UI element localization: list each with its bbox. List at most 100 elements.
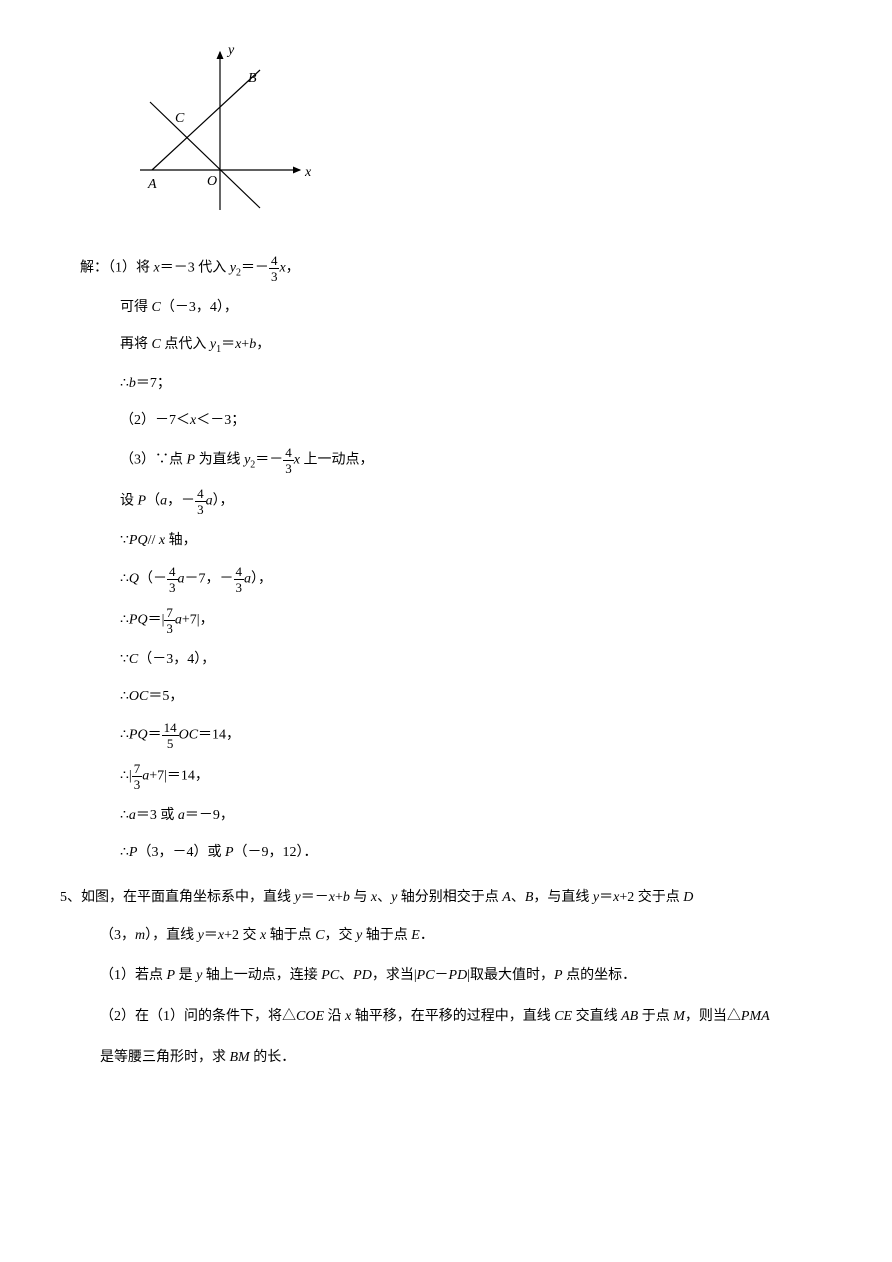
frac-4-3: 43 — [283, 446, 294, 475]
var-p: P — [138, 493, 147, 508]
var-a: a — [178, 571, 185, 586]
t: ＝ — [148, 728, 162, 743]
t: 轴， — [165, 533, 197, 548]
t: 轴于点 — [362, 928, 411, 943]
var-b: b — [343, 890, 350, 905]
var-PD: PD — [353, 968, 372, 983]
t: （1）若点 — [100, 968, 167, 983]
x-label: x — [304, 165, 312, 180]
t: 于点 — [638, 1009, 673, 1024]
var-BM: BM — [230, 1050, 250, 1065]
t: （－9，12）． — [234, 845, 318, 860]
solution-line-1: 解：（1）将 x＝－3 代入 y2＝－43x， — [80, 254, 832, 283]
problem-5: 5、如图，在平面直角坐标系中，直线 y＝－x+b 与 x、y 轴分别相交于点 A… — [60, 885, 832, 910]
var-pq: PQ — [129, 728, 148, 743]
t: 交直线 — [572, 1009, 621, 1024]
coordinate-graph: x y O A B C — [120, 40, 832, 234]
t: －7，－ — [185, 571, 234, 586]
solution-line-11: ∵C（－3，4）， — [120, 647, 832, 672]
t: 上一动点， — [300, 452, 374, 467]
t: +7|， — [182, 612, 214, 627]
var-C: C — [315, 928, 324, 943]
solution-line-16: ∴P（3，－4）或 P（－9，12）． — [120, 840, 832, 865]
frac-7-3: 73 — [132, 762, 143, 791]
t: 轴平移，在平移的过程中，直线 — [351, 1009, 554, 1024]
t: 再将 — [120, 337, 152, 352]
var-oc: OC — [179, 728, 198, 743]
t: + — [241, 337, 249, 352]
t: |取最大值时， — [467, 968, 554, 983]
t: 如图，在平面直角坐标系中，直线 — [81, 890, 295, 905]
var-PC: PC — [417, 968, 435, 983]
t: （－ — [139, 571, 167, 586]
solution-line-15: ∴a＝3 或 a＝－9， — [120, 803, 832, 828]
t: ∴ — [120, 571, 129, 586]
var-oc: OC — [129, 689, 148, 704]
t: ）， — [251, 571, 272, 586]
var-p: P — [225, 845, 234, 860]
t: ∴ — [120, 689, 129, 704]
t: 为直线 — [195, 452, 244, 467]
origin-label: O — [207, 174, 217, 189]
frac-14-5: 145 — [162, 721, 179, 750]
var-a: a — [129, 808, 136, 823]
problem-5-line-2: （3，m），直线 y＝x+2 交 x 轴于点 C，交 y 轴于点 E． — [100, 921, 832, 952]
t: 点的坐标． — [563, 968, 637, 983]
frac-4-3: 43 — [195, 487, 206, 516]
t: 、 — [377, 890, 391, 905]
var-AB: AB — [621, 1009, 638, 1024]
t: ∵ — [120, 533, 129, 548]
problem-5-line-4: （2）在（1）问的条件下，将△COE 沿 x 轴平移，在平移的过程中，直线 CE… — [100, 1002, 832, 1033]
t: ＝－ — [255, 452, 283, 467]
t: ． — [420, 928, 434, 943]
t: 轴上一动点，连接 — [202, 968, 321, 983]
var-a: a — [244, 571, 251, 586]
t: ＝7； — [136, 376, 171, 391]
var-PC: PC — [321, 968, 339, 983]
t: 轴分别相交于点 — [397, 890, 502, 905]
var-c: C — [129, 652, 138, 667]
t: 、 — [339, 968, 353, 983]
t: （2）－7＜ — [120, 413, 190, 428]
t: ∴ — [120, 376, 129, 391]
t: （1）将 — [108, 261, 154, 276]
t: ＝ — [599, 890, 613, 905]
t: （3）∵点 — [120, 452, 187, 467]
solution-line-9: ∴Q（－43a－7，－43a）， — [120, 565, 832, 594]
t: ＝－9， — [185, 808, 234, 823]
solution-line-8: ∵PQ// x 轴， — [120, 528, 832, 553]
var-P: P — [167, 968, 176, 983]
t: ），直线 — [145, 928, 198, 943]
graph-svg: x y O A B C — [120, 40, 320, 225]
t: （ — [146, 493, 160, 508]
t: +2 交于点 — [619, 890, 683, 905]
var-c: C — [152, 337, 161, 352]
var-CE: CE — [554, 1009, 572, 1024]
solution-line-3: 再将 C 点代入 y1＝x+b， — [120, 332, 832, 359]
t: ∴ — [120, 845, 129, 860]
t: ，－ — [167, 493, 195, 508]
point-b-label: B — [248, 71, 257, 86]
problem-5-line-5: 是等腰三角形时，求 BM 的长． — [100, 1043, 832, 1074]
t: ，与直线 — [533, 890, 593, 905]
var-q: Q — [129, 571, 139, 586]
var-D: D — [683, 890, 693, 905]
t: 、 — [511, 890, 525, 905]
t: ＝－ — [301, 890, 329, 905]
solution-line-12: ∴OC＝5， — [120, 684, 832, 709]
solution-line-2: 可得 C（－3，4）， — [120, 295, 832, 320]
t: ∴ — [120, 612, 129, 627]
var-a: a — [206, 493, 213, 508]
t: 是 — [175, 968, 196, 983]
t: 与 — [350, 890, 371, 905]
t: ＝－3 代入 — [160, 261, 230, 276]
t: ， — [286, 261, 300, 276]
t: 可得 — [120, 300, 152, 315]
t: ＝ — [221, 337, 235, 352]
t: ）， — [213, 493, 234, 508]
solution-line-10: ∴PQ＝|73a+7|， — [120, 606, 832, 635]
solution-line-7: 设 P（a，－43a）， — [120, 487, 832, 516]
frac-7-3: 73 — [164, 606, 175, 635]
t: ，交 — [325, 928, 357, 943]
sol-prefix: 解： — [80, 261, 108, 276]
